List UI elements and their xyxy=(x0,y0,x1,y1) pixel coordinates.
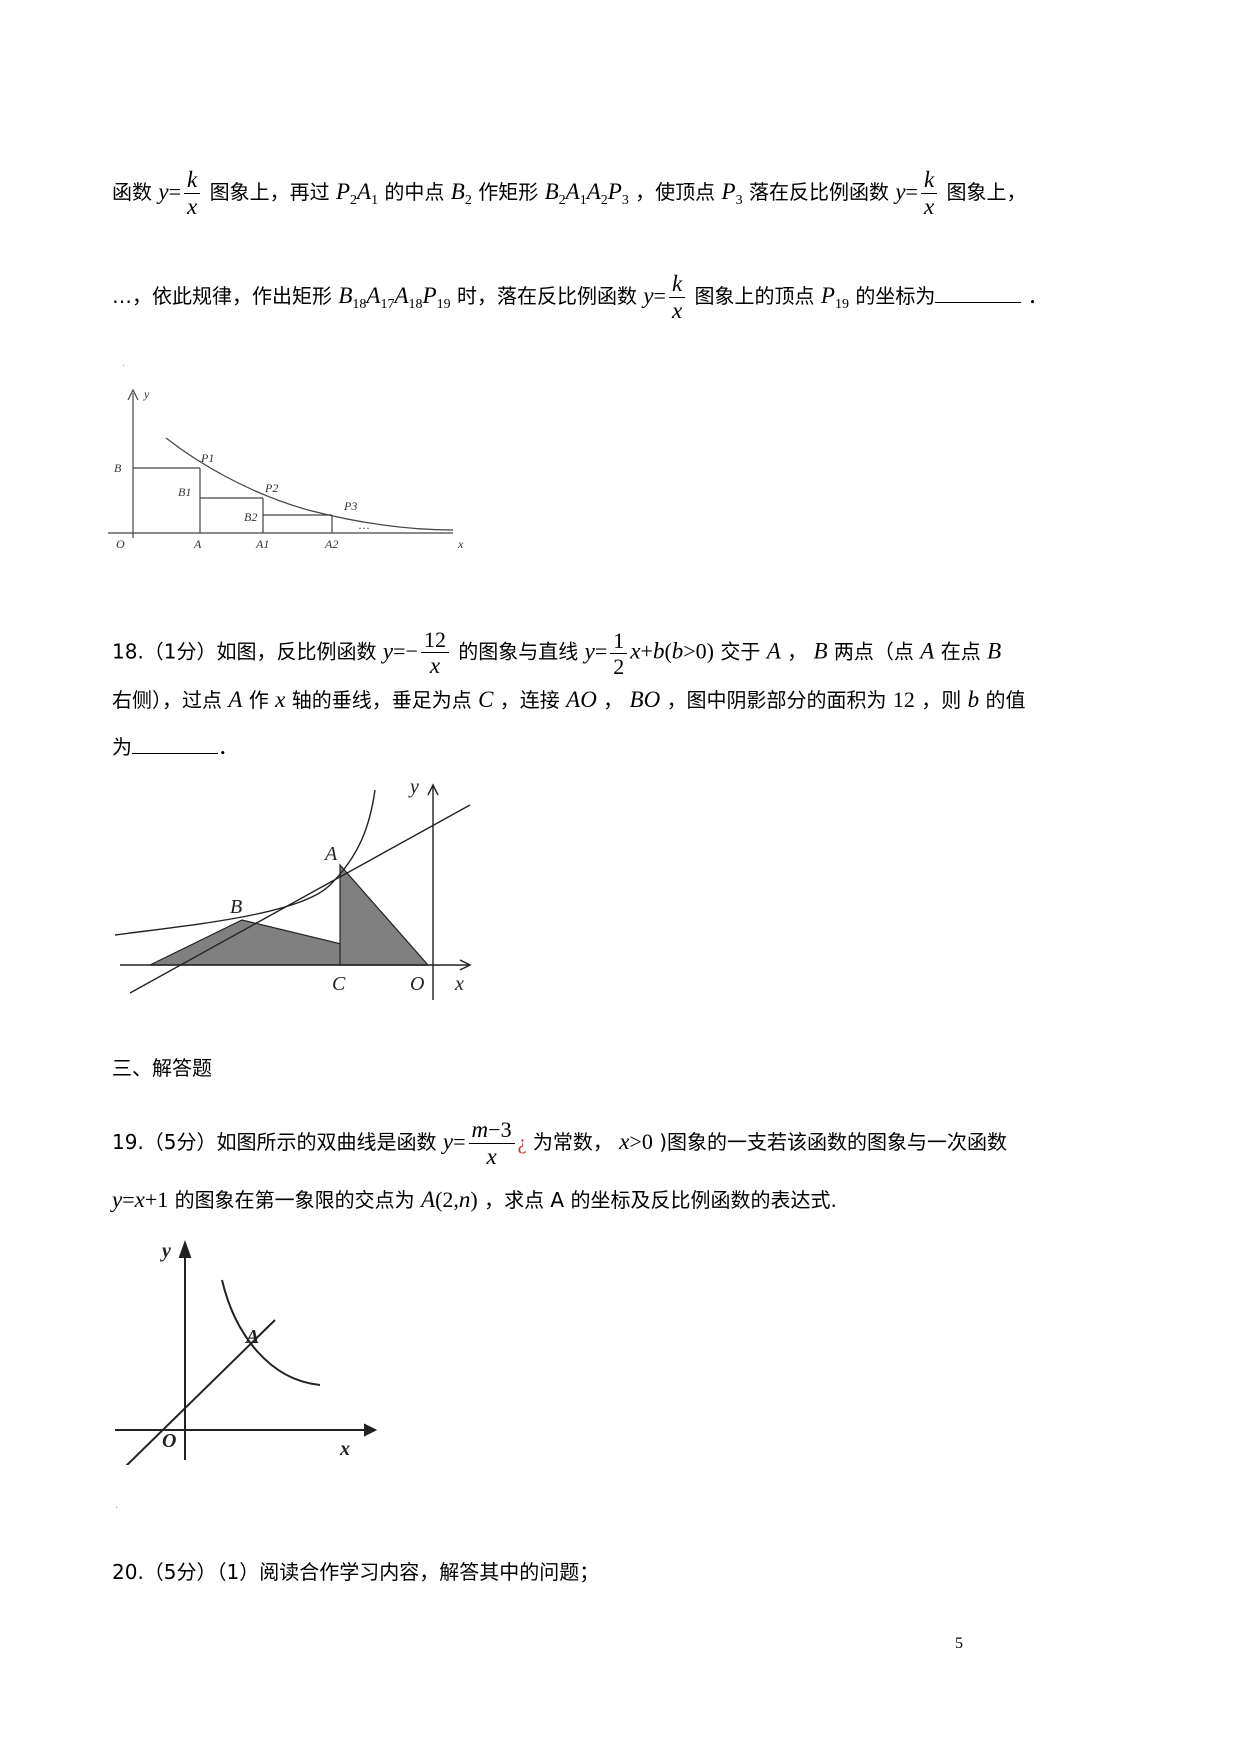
fig17-label-x: x xyxy=(457,537,464,551)
fig17-label-b2: B2 xyxy=(244,510,257,524)
page-number: 5 xyxy=(955,1635,963,1652)
fig18-label-o: O xyxy=(410,973,424,995)
fig19-label-y: y xyxy=(160,1240,171,1262)
fig18-label-c: C xyxy=(332,973,346,995)
fig18-label-b: B xyxy=(230,896,242,918)
section-3-heading: 三、解答题 xyxy=(112,1056,212,1080)
q20-line-1: 20.（5分）（1）阅读合作学习内容，解答其中的问题； xyxy=(112,1560,600,1584)
fig19-label-o: O xyxy=(162,1430,176,1452)
fig18-label-x: x xyxy=(454,973,464,995)
q19-line-1: 19.（5分）如图所示的双曲线是函数 y= m−3 x ¿ 为常数， x>0 )图象的… xyxy=(112,1117,1007,1170)
p17-line-1: 函数 y= k x 图象上，再过 P2A1 的中点 B2 作矩形 B2A1A2P3 … xyxy=(112,167,1027,220)
fig17-label-p1: P1 xyxy=(200,451,214,465)
fig17-label-a1: A1 xyxy=(255,537,269,551)
fig17-label-y: y xyxy=(143,388,150,401)
fig18-label-y: y xyxy=(408,776,419,798)
fig17-label-p3: P3 xyxy=(343,499,357,513)
fig17-label-b1: B1 xyxy=(178,485,191,499)
p17-line-2: …，依此规律，作出矩形 B18A17A18P19 时，落在反比例函数 y= k x … xyxy=(112,271,1048,324)
fig19-label-x: x xyxy=(339,1438,350,1460)
fig17-label-a2: A2 xyxy=(324,537,338,551)
answer-blank-17 xyxy=(935,301,1022,304)
figure-18-hyperbola-line: y A B C O x xyxy=(114,776,472,1000)
fig17-label-dots: … xyxy=(358,518,370,532)
fig17-label-b: B xyxy=(114,461,122,475)
fig18-label-a: A xyxy=(323,843,338,865)
fig17-label-a: A xyxy=(193,537,202,551)
answer-blank-18 xyxy=(132,752,218,754)
fig19-label-a: A xyxy=(244,1326,259,1348)
q19-line-2: y=x+1 的图象在第一象限的交点为 A(2,n) ，求点 A 的坐标及反比例函… xyxy=(112,1187,837,1212)
fig17-label-o: O xyxy=(116,537,125,551)
figure-19-hyperbola: y A O x xyxy=(115,1240,378,1465)
q18-line-2: 右侧），过点 A 作 x 轴的垂线，垂足为点 C ，连接 AO ， BO ，图中… xyxy=(112,687,1026,712)
q18-line-3: 为． xyxy=(112,735,238,759)
figure-17-rectangles: y O x B A A1 A2 B1 B2 P1 P2 P3 … xyxy=(108,388,464,551)
q18-line-1: 18.（1分）如图，反比例函数 y=− 12 x 的图象与直线 y= 1 2 x+b(b>… xyxy=(112,627,1002,679)
fig17-label-p2: P2 xyxy=(264,481,278,495)
